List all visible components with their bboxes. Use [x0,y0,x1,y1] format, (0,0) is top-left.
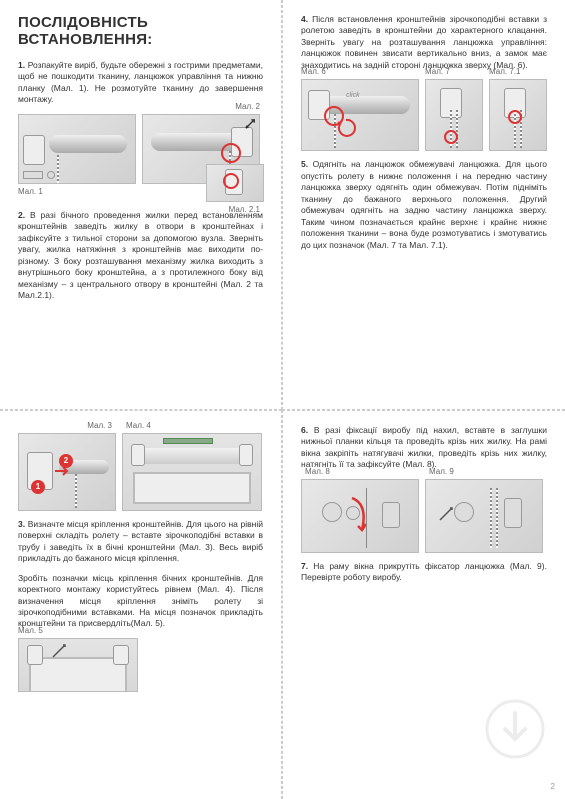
figure-row-3: Мал. 3 1 2 Мал. 4 [18,433,263,511]
label-mal4: Мал. 4 [126,421,151,430]
quadrant-1: ПОСЛІДОВНІСТЬ ВСТАНОВЛЕННЯ: 1. Розпакуйт… [0,0,282,410]
figure-8: Мал. 8 [301,479,419,553]
quadrant-2: 4. Після встановлення кронштейнів зірочк… [282,0,565,410]
quadrant-3: Мал. 3 1 2 Мал. 4 3. Визначте місця кріп… [0,410,282,799]
page-number: 2 [551,782,555,791]
figure-9: Мал. 9 [425,479,543,553]
watermark-icon [485,699,545,759]
figure-row-5: Мал. 5 [18,638,263,692]
figure-5: Мал. 5 [18,638,138,692]
figure-row-2: Мал. 6 click Мал. 7 Мал. 7.1 [301,79,547,151]
step-6-text: 6. В разі фіксації виробу під нахил, вст… [301,425,547,471]
click-label: click [346,92,360,99]
figure-row-4: Мал. 8 Мал. 9 [301,479,547,553]
figure-3: Мал. 3 1 2 [18,433,116,511]
step-1-text: 1. Розпакуйте виріб, будьте обережні з г… [18,60,263,106]
figure-71: Мал. 7.1 [489,79,547,151]
label-mal9: Мал. 9 [429,467,454,476]
label-mal21: Мал. 2.1 [229,205,260,214]
step-3-text: 3. Визначте місця кріплення кронштейнів.… [18,519,263,565]
figure-4: Мал. 4 [122,433,262,511]
label-mal71: Мал. 7.1 [489,67,520,76]
figure-1: Мал. 1 [18,114,136,184]
step-7-text: 7. На раму вікна прикрутіть фіксатор лан… [301,561,547,584]
figure-6: Мал. 6 click [301,79,419,151]
label-mal3: Мал. 3 [87,421,112,430]
step-4-text: 4. Після встановлення кронштейнів зірочк… [301,14,547,71]
figure-7: Мал. 7 [425,79,483,151]
step-2-text: 2. В разі бічного проведення жилки перед… [18,210,263,302]
label-mal7: Мал. 7 [425,67,450,76]
label-mal6: Мал. 6 [301,67,326,76]
page-title: ПОСЛІДОВНІСТЬ ВСТАНОВЛЕННЯ: [18,14,263,48]
figure-row-1: Мал. 1 Мал. 2 Мал. 2.1 [18,114,263,184]
step-3b-text: Зробіть позначки місць кріплення бічних … [18,573,263,630]
label-mal1: Мал. 1 [18,187,43,196]
step-5-text: 5. Одягніть на ланцюжок обмежувачі ланцю… [301,159,547,251]
figure-2: Мал. 2 Мал. 2.1 [142,114,260,184]
badge-1: 1 [31,480,45,494]
label-mal8: Мал. 8 [305,467,330,476]
label-mal5: Мал. 5 [18,626,43,635]
label-mal2: Мал. 2 [235,102,260,111]
